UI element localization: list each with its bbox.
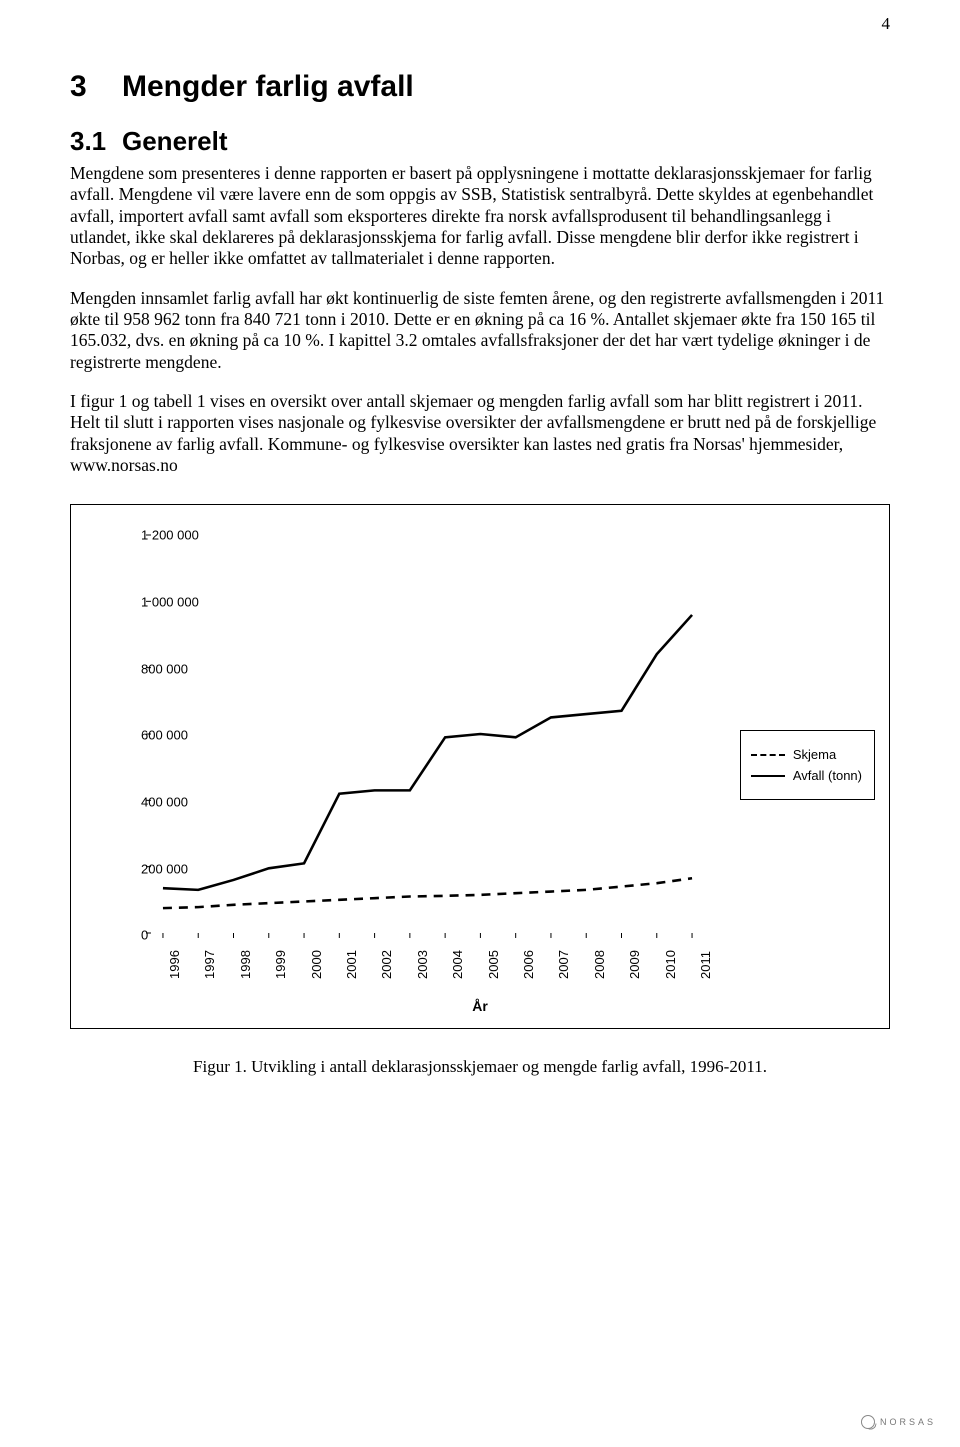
logo-ring-icon xyxy=(861,1415,875,1429)
x-tick-label: 2011 xyxy=(698,952,713,980)
section-title-text: Mengder farlig avfall xyxy=(122,70,414,103)
x-tick-label: 1997 xyxy=(202,951,217,980)
series-avfall-tonn- xyxy=(163,615,692,890)
x-tick-label: 2003 xyxy=(415,951,430,980)
x-tick-label: 2002 xyxy=(379,951,394,980)
legend-swatch-solid xyxy=(751,775,785,777)
chart-svg xyxy=(151,535,704,933)
subsection-number: 3.1 xyxy=(70,126,122,157)
legend-label: Avfall (tonn) xyxy=(793,768,862,783)
x-tick-label: 2010 xyxy=(663,951,678,980)
footer-logo: NORSAS xyxy=(861,1415,936,1429)
x-tick-label: 1996 xyxy=(167,951,182,980)
legend-item-avfall: Avfall (tonn) xyxy=(751,768,862,783)
section-heading: 3Mengder farlig avfall xyxy=(70,70,890,104)
paragraph-3: I figur 1 og tabell 1 vises en oversikt … xyxy=(70,391,890,476)
chart-legend: Skjema Avfall (tonn) xyxy=(740,730,875,800)
x-tick-label: 2004 xyxy=(450,951,465,980)
subsection-heading: 3.1Generelt xyxy=(70,126,890,157)
legend-label: Skjema xyxy=(793,747,836,762)
x-tick-label: 2007 xyxy=(556,951,571,980)
paragraph-1: Mengdene som presenteres i denne rapport… xyxy=(70,163,890,270)
x-tick-label: 2005 xyxy=(486,951,501,980)
x-tick-label: 2001 xyxy=(344,951,359,980)
x-tick-label: 2008 xyxy=(592,951,607,980)
page-number: 4 xyxy=(882,14,891,34)
legend-swatch-dashed xyxy=(751,754,785,756)
legend-item-skjema: Skjema xyxy=(751,747,862,762)
x-tick-label: 1998 xyxy=(238,951,253,980)
footer-logo-text: NORSAS xyxy=(880,1417,936,1427)
x-tick-label: 2009 xyxy=(627,951,642,980)
series-skjema xyxy=(163,879,692,909)
paragraph-2: Mengden innsamlet farlig avfall har økt … xyxy=(70,288,890,373)
x-tick-label: 1999 xyxy=(273,951,288,980)
figure-caption: Figur 1. Utvikling i antall deklarasjons… xyxy=(70,1057,890,1077)
x-tick-label: 2000 xyxy=(309,951,324,980)
page: 4 3Mengder farlig avfall 3.1Generelt Men… xyxy=(0,0,960,1447)
x-tick-label: 2006 xyxy=(521,951,536,980)
section-number: 3 xyxy=(70,70,122,104)
subsection-title-text: Generelt xyxy=(122,126,228,156)
chart-plot-area: 0200 000400 000600 000800 0001 000 0001 … xyxy=(151,535,704,933)
chart-frame: 0200 000400 000600 000800 0001 000 0001 … xyxy=(70,504,890,1029)
x-axis-title: År xyxy=(472,998,488,1014)
